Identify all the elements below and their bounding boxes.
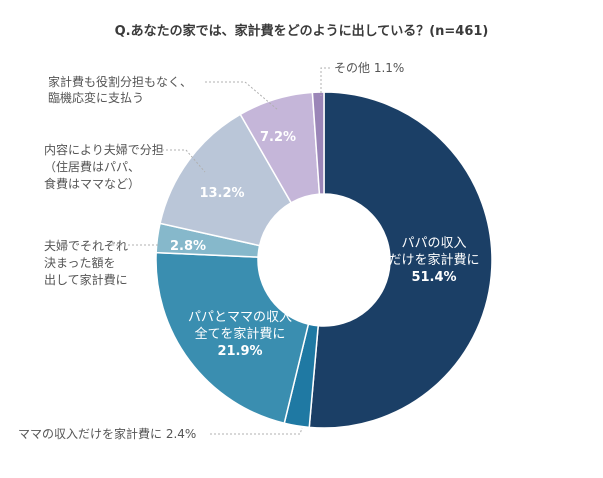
- value-label-split: 13.2%: [199, 186, 244, 201]
- leader-adhoc: [205, 81, 279, 111]
- label-other: その他 1.1%: [334, 61, 404, 75]
- chart-title: Q.あなたの家では、家計費をどのように出している？(n=461): [114, 24, 489, 39]
- leader-other: [320, 67, 330, 96]
- label-both-line-1: 全てを家計費に: [195, 326, 286, 342]
- value-label-both: 21.9%: [217, 344, 262, 359]
- label-papa-line-1: だけを家計費に: [388, 252, 479, 268]
- label-both-line-0: パパとママの収入: [188, 310, 292, 325]
- leader-split: [162, 149, 206, 173]
- label-mama: ママの収入だけを家計費に 2.4%: [18, 426, 196, 441]
- value-label-fixed: 2.8%: [170, 239, 206, 254]
- leader-mama: [210, 427, 303, 435]
- label-fixed-line-2: 出して家計費に: [44, 272, 128, 287]
- label-split-line-1: （住居費はパパ、: [44, 159, 140, 174]
- slice-other: [311, 91, 325, 195]
- label-split-line-0: 内容により夫婦で分担: [44, 142, 164, 157]
- label-adhoc-line-1: 臨機応変に支払う: [48, 90, 144, 105]
- value-label-adhoc: 7.2%: [260, 130, 296, 145]
- slice-both: [155, 251, 310, 425]
- label-fixed-line-1: 決まった額を: [44, 256, 116, 270]
- label-adhoc-line-0: 家計費も役割分担もなく、: [48, 74, 192, 89]
- label-fixed-line-0: 夫婦でそれぞれ: [44, 238, 128, 253]
- label-split-line-2: 食費はママなど）: [44, 176, 140, 191]
- slice-papa: [308, 91, 493, 429]
- value-label-papa: 51.4%: [411, 270, 456, 285]
- label-papa-line-0: パパの収入: [401, 236, 466, 251]
